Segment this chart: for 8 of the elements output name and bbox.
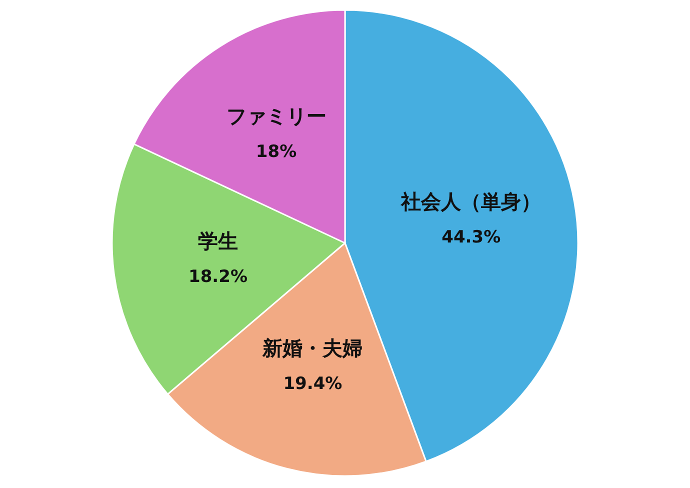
- slice-label: 学生: [198, 229, 238, 254]
- data-label: 18.2%: [188, 267, 248, 288]
- data-label: 18%: [256, 142, 297, 162]
- data-label: 19.4%: [283, 374, 342, 394]
- slice-label: 新婚・夫婦: [262, 336, 363, 360]
- slice-label: ファミリー: [226, 104, 326, 128]
- slice-label: 社会人（単身）: [400, 189, 542, 214]
- data-label: 44.3%: [442, 227, 501, 248]
